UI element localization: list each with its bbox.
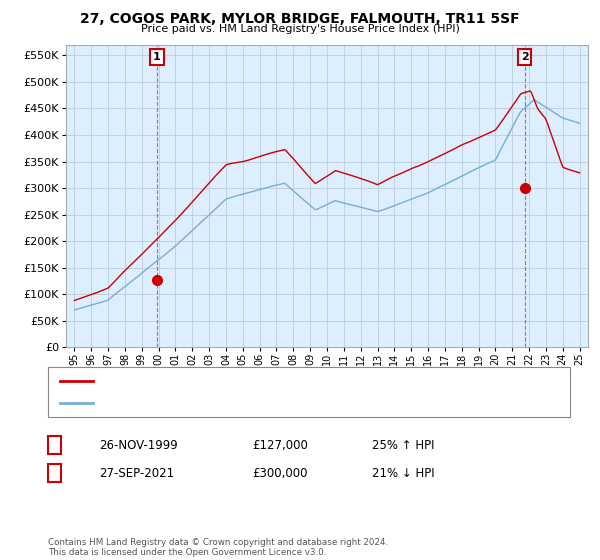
Text: 27-SEP-2021: 27-SEP-2021 [99,466,174,480]
Text: Contains HM Land Registry data © Crown copyright and database right 2024.
This d: Contains HM Land Registry data © Crown c… [48,538,388,557]
Text: 1: 1 [153,52,161,62]
Text: 26-NOV-1999: 26-NOV-1999 [99,438,178,452]
Text: £300,000: £300,000 [252,466,308,480]
Text: 27, COGOS PARK, MYLOR BRIDGE, FALMOUTH, TR11 5SF: 27, COGOS PARK, MYLOR BRIDGE, FALMOUTH, … [80,12,520,26]
Text: 21% ↓ HPI: 21% ↓ HPI [372,466,434,480]
Text: 27, COGOS PARK, MYLOR BRIDGE, FALMOUTH, TR11 5SF (detached house): 27, COGOS PARK, MYLOR BRIDGE, FALMOUTH, … [99,376,470,386]
Text: HPI: Average price, detached house, Cornwall: HPI: Average price, detached house, Corn… [99,398,326,408]
Text: 25% ↑ HPI: 25% ↑ HPI [372,438,434,452]
Text: 2: 2 [50,466,59,480]
Text: 2: 2 [521,52,529,62]
Text: Price paid vs. HM Land Registry's House Price Index (HPI): Price paid vs. HM Land Registry's House … [140,24,460,34]
Text: £127,000: £127,000 [252,438,308,452]
Text: 1: 1 [50,438,59,452]
